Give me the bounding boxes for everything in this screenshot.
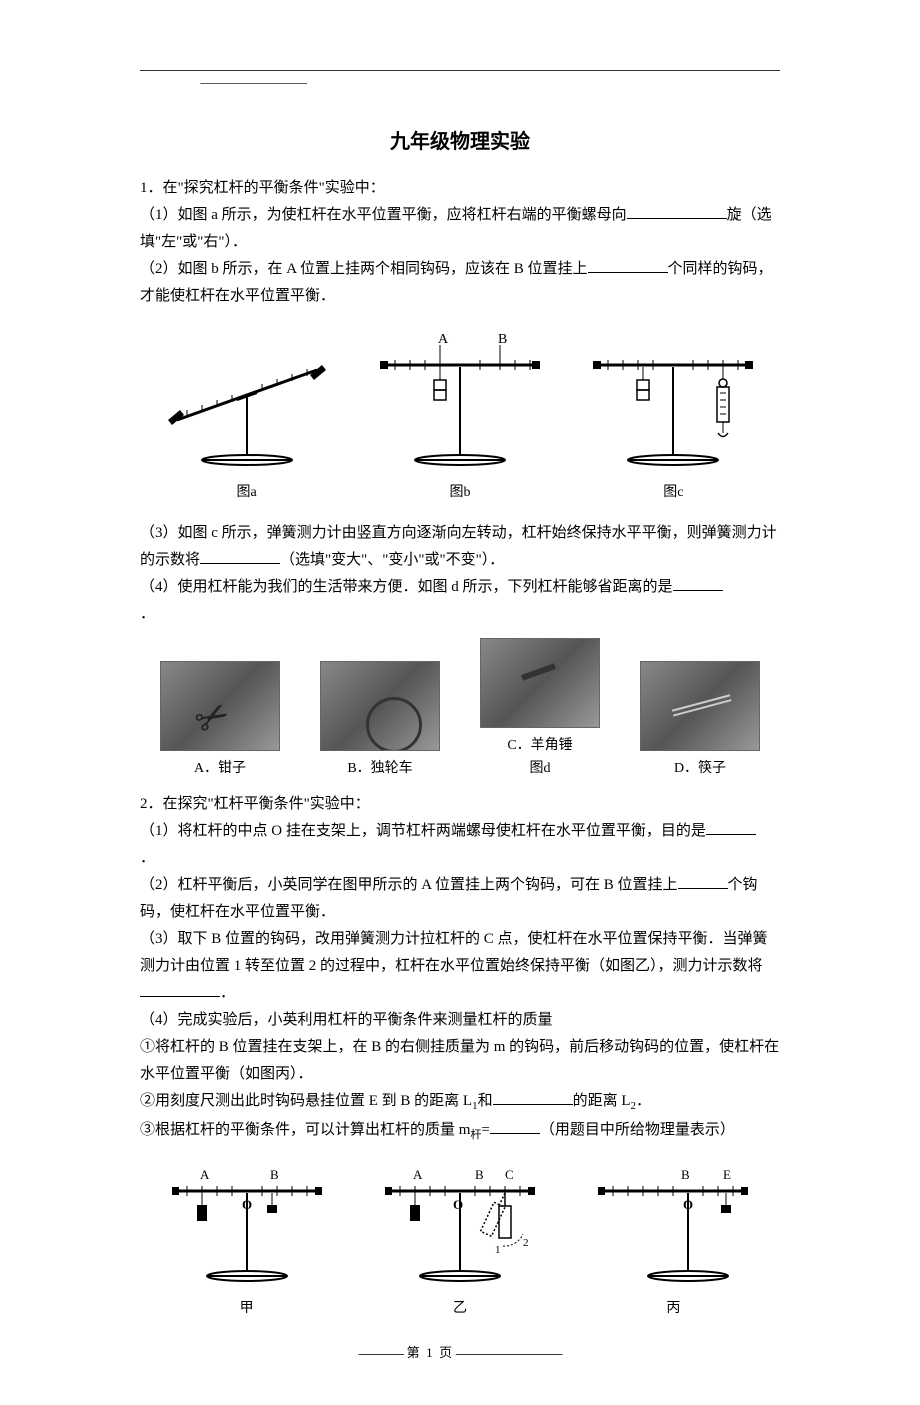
label-E: E (723, 1167, 731, 1182)
svg-text:1: 1 (495, 1244, 501, 1256)
figure-yi: A B C O (353, 1161, 566, 1321)
content: 1．在"探究杠杆的平衡条件"实验中： （1）如图 a 所示，为使杠杆在水平位置平… (140, 175, 780, 1321)
blank-input[interactable] (678, 874, 728, 889)
q2-part4: （4）完成实验后，小英利用杠杆的平衡条件来测量杠杆的质量 (140, 1007, 780, 1034)
option-b: B．独轮车 (300, 661, 460, 781)
option-c: C．羊角锤 图d (460, 638, 620, 781)
blank-input[interactable] (490, 1119, 540, 1134)
blank-input[interactable] (673, 576, 723, 591)
option-d: D．筷子 (620, 661, 780, 781)
figure-row-d: A．钳子 B．独轮车 C．羊角锤 图d D．筷子 (140, 638, 780, 781)
label-B: B (270, 1167, 279, 1182)
spring-scale-1: 1 (495, 1193, 511, 1256)
photo-wheelbarrow (320, 661, 440, 751)
q1-part4-end: ． (140, 601, 780, 628)
header: ---------------------------------------- (140, 70, 780, 94)
label-O: O (453, 1197, 463, 1212)
q2-part1: （1）将杠杆的中点 O 挂在支架上，调节杠杆两端螺母使杠杆在水平位置平衡，目的是 (140, 818, 780, 845)
q2-part1-end: ． (140, 845, 780, 872)
figure-c: 图c (567, 325, 780, 505)
q2-part4-2: ②用刻度尺测出此时钩码悬挂位置 E 到 B 的距离 L1和的距离 L2． (140, 1088, 780, 1117)
option-a: A．钳子 (140, 661, 300, 781)
figure-b: A B (353, 325, 566, 505)
figure-bing: B E O (567, 1161, 780, 1321)
q1-stem: 1．在"探究杠杆的平衡条件"实验中： (140, 175, 780, 202)
photo-chopsticks (640, 661, 760, 751)
svg-text:2: 2 (523, 1237, 529, 1249)
blank-input[interactable] (706, 820, 756, 835)
q1-part2: （2）如图 b 所示，在 A 位置上挂两个相同钩码，应该在 B 位置挂上个同样的… (140, 256, 780, 310)
fig-b-label: 图b (353, 480, 566, 505)
question-2: 2．在探究"杠杆平衡条件"实验中： （1）将杠杆的中点 O 挂在支架上，调节杠杆… (140, 791, 780, 1321)
page-title: 九年级物理实验 (140, 124, 780, 160)
blank-input[interactable] (140, 982, 220, 997)
fig-jia-label: 甲 (140, 1296, 353, 1321)
blank-input[interactable] (627, 204, 727, 219)
blank-input[interactable] (588, 258, 668, 273)
label-A: A (413, 1167, 423, 1182)
label-A: A (438, 332, 449, 347)
blank-input[interactable] (493, 1090, 573, 1105)
header-dash: ---------------------------------------- (200, 74, 780, 94)
q2-stem: 2．在探究"杠杆平衡条件"实验中： (140, 791, 780, 818)
svg-text:C: C (505, 1167, 514, 1182)
label-B: B (475, 1167, 484, 1182)
q1-part3: （3）如图 c 所示，弹簧测力计由竖直方向逐渐向左转动，杠杆始终保持水平平衡，则… (140, 520, 780, 574)
q2-part4-3: ③根据杠杆的平衡条件，可以计算出杠杆的质量 m杆=（用题目中所给物理量表示） (140, 1117, 780, 1146)
figure-row-jyb: A B O (140, 1161, 780, 1321)
q2-part2: （2）杠杆平衡后，小英同学在图甲所示的 A 位置挂上两个钩码，可在 B 位置挂上… (140, 872, 780, 926)
q2-part4-1: ①将杠杆的 B 位置挂在支架上，在 B 的右侧挂质量为 m 的钩码，前后移动钩码… (140, 1034, 780, 1088)
figure-jia: A B O (140, 1161, 353, 1321)
q2-part3: （3）取下 B 位置的钩码，改用弹簧测力计拉杠杆的 C 点，使杠杆在水平位置保持… (140, 926, 780, 1007)
label-B: B (681, 1167, 690, 1182)
fig-bing-label: 丙 (567, 1296, 780, 1321)
fig-yi-label: 乙 (353, 1296, 566, 1321)
fig-c-label: 图c (567, 480, 780, 505)
photo-hammer (480, 638, 600, 728)
footer: ----------------- 第 1 页 ----------------… (140, 1341, 780, 1365)
question-1: 1．在"探究杠杆的平衡条件"实验中： （1）如图 a 所示，为使杠杆在水平位置平… (140, 175, 780, 782)
figure-a: 图a (140, 325, 353, 505)
q1-part4: （4）使用杠杆能为我们的生活带来方便．如图 d 所示，下列杠杆能够省距离的是 (140, 574, 780, 601)
figure-row-abc: 图a A B (140, 325, 780, 505)
q1-part1: （1）如图 a 所示，为使杠杆在水平位置平衡，应将杠杆右端的平衡螺母向旋（选填"… (140, 202, 780, 256)
fig-a-label: 图a (140, 480, 353, 505)
label-B: B (498, 332, 507, 347)
blank-input[interactable] (200, 549, 280, 564)
photo-pliers (160, 661, 280, 751)
label-A: A (200, 1167, 210, 1182)
